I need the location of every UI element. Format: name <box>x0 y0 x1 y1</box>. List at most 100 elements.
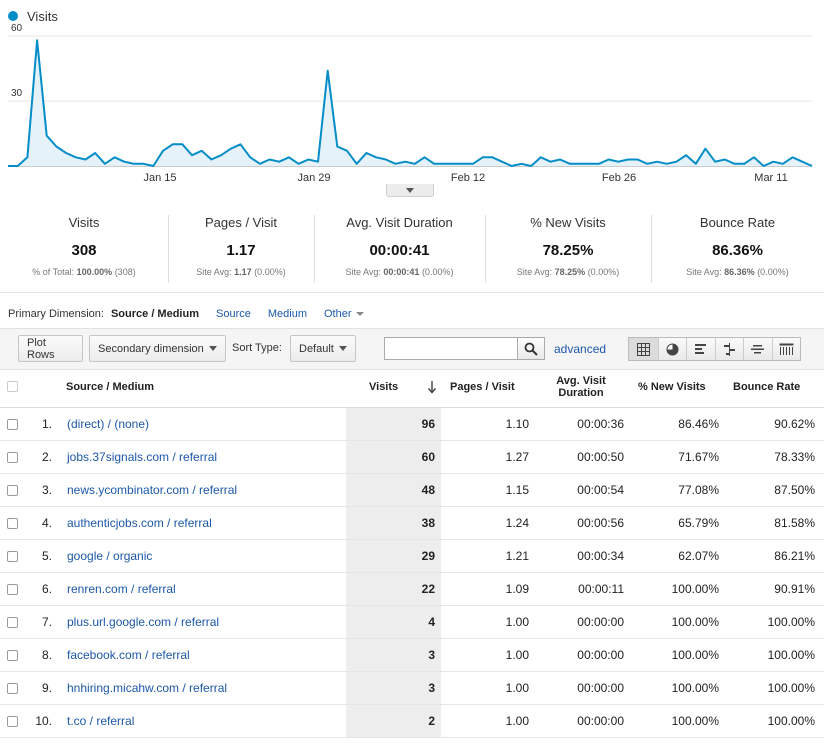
pie-chart-icon <box>666 343 679 355</box>
col-avg-visit-duration[interactable]: Avg. Visit Duration <box>556 375 606 399</box>
new-visits-value: 62.07% <box>678 549 719 563</box>
pages-visit-value: 1.21 <box>505 549 529 563</box>
row-checkbox[interactable] <box>7 485 18 496</box>
view-bar-button[interactable] <box>686 338 715 360</box>
row-index: 7. <box>41 615 52 629</box>
row-checkbox[interactable] <box>7 452 18 463</box>
view-pie-button[interactable] <box>657 338 686 360</box>
visits-value: 3 <box>346 639 441 671</box>
new-visits-value: 100.00% <box>671 714 719 728</box>
visits-value: 3 <box>346 672 441 704</box>
col-visits[interactable]: Visits <box>369 381 399 393</box>
scorecard-new-visits[interactable]: % New Visits 78.25% Site Avg: 78.25% (0.… <box>485 205 651 292</box>
source-medium-link[interactable]: hnhiring.micahw.com / referral <box>67 681 228 695</box>
pages-visit-value: 1.00 <box>505 681 529 695</box>
table-search-input[interactable] <box>384 337 518 360</box>
view-comparison-button[interactable] <box>714 338 743 360</box>
grid-icon <box>636 342 650 356</box>
source-medium-link[interactable]: facebook.com / referral <box>67 648 190 662</box>
dimension-source[interactable]: Source <box>216 308 251 320</box>
col-bounce-rate[interactable]: Bounce Rate <box>733 381 801 393</box>
row-checkbox[interactable] <box>7 518 18 529</box>
x-tick-label: Mar 11 <box>754 172 787 184</box>
caret-down-icon <box>209 346 217 351</box>
row-index: 5. <box>41 549 52 563</box>
visits-value: 4 <box>346 606 441 638</box>
dimension-source-medium[interactable]: Source / Medium <box>110 308 199 320</box>
primary-dimension-label: Primary Dimension: <box>8 308 104 320</box>
bounce-rate-value: 78.33% <box>774 450 815 464</box>
bounce-rate-value: 87.50% <box>774 483 815 497</box>
scorecard-bounce-rate[interactable]: Bounce Rate 86.36% Site Avg: 86.36% (0.0… <box>651 205 824 292</box>
row-checkbox[interactable] <box>7 650 18 661</box>
visits-area <box>8 40 812 166</box>
scorecard-value: 308 <box>71 242 97 259</box>
sort-type-label: Sort Type: <box>232 342 282 354</box>
source-medium-link[interactable]: plus.url.google.com / referral <box>67 615 220 629</box>
scorecard-visits[interactable]: Visits 308 % of Total: 100.00% (308) <box>0 205 168 292</box>
scorecard-label: Visits <box>68 215 100 230</box>
source-medium-link[interactable]: authenticjobs.com / referral <box>67 516 212 530</box>
pivot-icon <box>779 343 794 355</box>
secondary-dimension-dropdown[interactable]: Secondary dimension <box>89 335 226 362</box>
source-medium-link[interactable]: renren.com / referral <box>67 582 176 596</box>
table-row: 9. hnhiring.micahw.com / referral 3 1.00… <box>0 672 824 705</box>
new-visits-value: 100.00% <box>671 681 719 695</box>
comparison-icon <box>723 342 735 356</box>
scorecard-pages-visit[interactable]: Pages / Visit 1.17 Site Avg: 1.17 (0.00%… <box>168 205 314 292</box>
view-term-cloud-button[interactable] <box>743 338 772 360</box>
row-checkbox[interactable] <box>7 683 18 694</box>
duration-value: 00:00:11 <box>578 582 624 596</box>
table-row: 6. renren.com / referral 22 1.09 00:00:1… <box>0 573 824 606</box>
source-medium-link[interactable]: jobs.37signals.com / referral <box>67 450 218 464</box>
table-toolbar: Plot Rows Secondary dimension Sort Type:… <box>0 328 824 370</box>
chart-collapse-handle[interactable] <box>386 184 434 197</box>
bounce-rate-value: 90.91% <box>774 582 815 596</box>
dimension-medium[interactable]: Medium <box>267 308 307 320</box>
col-source-medium[interactable]: Source / Medium <box>66 381 155 393</box>
col-new-visits[interactable]: % New Visits <box>638 381 706 393</box>
advanced-filter-link[interactable]: advanced <box>554 342 607 356</box>
pages-visit-value: 1.00 <box>505 648 529 662</box>
row-checkbox[interactable] <box>7 584 18 595</box>
table-row: 1. (direct) / (none) 96 1.10 00:00:36 86… <box>0 408 824 441</box>
bounce-rate-value: 100.00% <box>767 648 815 662</box>
col-pages-visit[interactable]: Pages / Visit <box>450 381 515 393</box>
pages-visit-value: 1.10 <box>505 417 529 431</box>
row-index: 9. <box>41 681 52 695</box>
table-row: 8. facebook.com / referral 3 1.00 00:00:… <box>0 639 824 672</box>
scorecard-avg-visit-duration[interactable]: Avg. Visit Duration 00:00:41 Site Avg: 0… <box>314 205 485 292</box>
view-table-button[interactable] <box>629 338 658 360</box>
pages-visit-value: 1.15 <box>505 483 529 497</box>
row-index: 4. <box>41 516 52 530</box>
source-medium-link[interactable]: t.co / referral <box>67 714 135 728</box>
bounce-rate-value: 81.58% <box>774 516 815 530</box>
dimension-other[interactable]: Other <box>324 308 364 320</box>
row-checkbox[interactable] <box>7 617 18 628</box>
plot-rows-button[interactable]: Plot Rows <box>18 335 83 362</box>
scorecards: Visits 308 % of Total: 100.00% (308) Pag… <box>0 205 824 293</box>
sort-type-dropdown[interactable]: Default <box>290 335 356 362</box>
source-medium-link[interactable]: news.ycombinator.com / referral <box>67 483 238 497</box>
select-all-checkbox[interactable] <box>7 381 18 392</box>
y-tick-label: 30 <box>11 88 23 99</box>
source-medium-link[interactable]: (direct) / (none) <box>67 417 150 431</box>
row-checkbox[interactable] <box>7 419 18 430</box>
duration-value: 00:00:50 <box>577 450 624 464</box>
duration-value: 00:00:34 <box>577 549 624 563</box>
source-medium-link[interactable]: google / organic <box>67 549 153 563</box>
visits-value: 60 <box>346 441 441 473</box>
primary-dimension-bar: Primary Dimension: Source / Medium Sourc… <box>8 305 364 323</box>
search-button[interactable] <box>517 337 545 360</box>
scorecard-label: Pages / Visit <box>204 215 278 230</box>
row-checkbox[interactable] <box>7 551 18 562</box>
bounce-rate-value: 100.00% <box>767 681 815 695</box>
row-checkbox[interactable] <box>7 716 18 727</box>
view-pivot-button[interactable] <box>771 338 800 360</box>
bounce-rate-value: 90.62% <box>774 417 815 431</box>
x-tick-label: Jan 15 <box>143 172 176 184</box>
caret-down-icon <box>355 312 364 317</box>
table-row: 7. plus.url.google.com / referral 4 1.00… <box>0 606 824 639</box>
scorecard-sub: Site Avg: 78.25% (0.00%) <box>516 267 620 277</box>
duration-value: 00:00:00 <box>577 714 624 728</box>
